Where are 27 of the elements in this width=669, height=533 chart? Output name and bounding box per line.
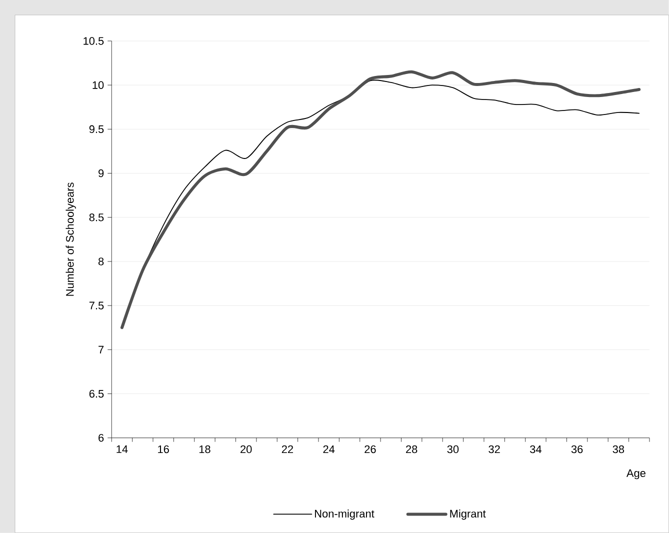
x-tick-label: 38 xyxy=(612,445,624,454)
x-axis-title: Age xyxy=(626,469,646,480)
y-tick-label: 9.5 xyxy=(89,125,104,134)
y-tick-label: 6 xyxy=(98,434,104,442)
x-tick-label: 34 xyxy=(530,445,542,454)
legend-label: Non-migrant xyxy=(315,510,374,520)
x-tick-label: 24 xyxy=(323,445,335,454)
y-tick-label: 8.5 xyxy=(89,213,104,222)
x-tick-label: 16 xyxy=(158,445,169,454)
x-tick-label: 18 xyxy=(199,445,210,454)
legend-label: Migrant xyxy=(450,510,486,520)
y-tick-label: 9 xyxy=(98,169,104,178)
y-axis-title: Number of Schoolyears xyxy=(66,182,76,296)
y-tick-label: 7.5 xyxy=(89,302,104,310)
y-tick-label: 10.5 xyxy=(84,37,104,45)
x-tick-label: 20 xyxy=(240,445,252,454)
y-tick-label: 8 xyxy=(98,258,104,266)
x-tick-label: 28 xyxy=(406,445,418,454)
x-tick-label: 36 xyxy=(571,445,583,454)
x-tick-label: 14 xyxy=(116,445,128,453)
y-tick-label: 10 xyxy=(92,81,104,89)
x-tick-label: 32 xyxy=(488,445,500,454)
x-tick-label: 22 xyxy=(282,445,294,454)
x-tick-label: 26 xyxy=(364,445,376,454)
y-tick-label: 7 xyxy=(98,346,104,354)
y-tick-label: 6.5 xyxy=(89,390,104,398)
x-tick-label: 30 xyxy=(447,445,459,454)
